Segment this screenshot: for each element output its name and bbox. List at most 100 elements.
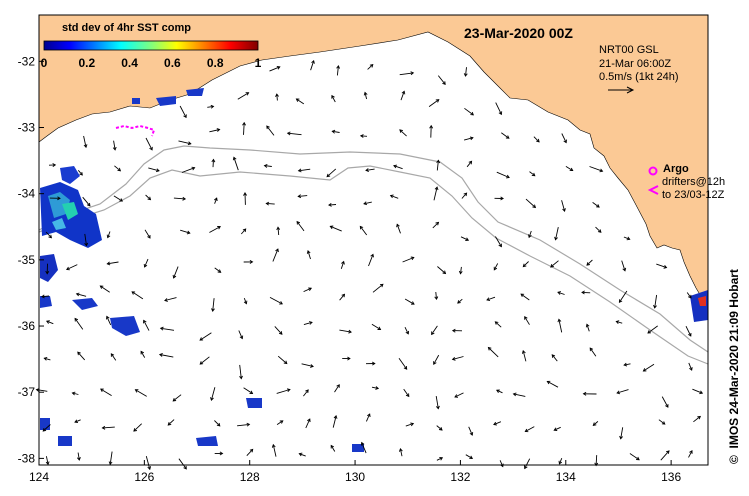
current-arrowhead [496,389,500,393]
current-arrowhead [275,248,279,253]
current-arrow [686,292,692,299]
current-arrowhead [434,296,439,301]
current-arrowhead [210,397,214,401]
current-arrowhead [554,236,558,241]
current-arrow [623,236,630,240]
current-arrow [660,450,670,461]
current-arrowhead [263,163,268,168]
current-arrowhead [106,315,110,320]
current-arrowhead [35,388,40,392]
current-arrowhead [377,326,382,330]
current-arrow [586,324,590,332]
current-arrow [399,448,403,457]
current-arrowhead [341,293,346,298]
current-arrowhead [276,226,281,231]
current-arrow [400,91,405,101]
current-arrow [107,231,111,238]
current-arrow [460,236,469,241]
current-arrow [113,195,123,202]
current-arrow [522,261,529,267]
current-arrowhead [699,390,704,395]
current-arrow [433,354,440,365]
current-arrow [565,166,573,171]
current-arrow [404,298,415,305]
current-arrowhead [147,466,152,471]
current-arrowhead [597,229,602,233]
current-arrowhead [275,93,279,97]
current-arrow [237,423,250,427]
current-arrow [457,298,463,304]
y-tick-label: -38 [18,451,36,465]
current-arrow [160,327,175,331]
current-arrowhead [246,422,251,427]
current-arrow [501,132,510,139]
current-arrow [133,423,143,432]
current-arrowhead [521,349,526,354]
current-arrowhead [524,465,528,470]
current-arrowhead [688,332,692,337]
current-arrowhead [211,158,216,163]
current-arrow [629,453,640,461]
current-arrowhead [661,421,666,425]
current-arrow [495,102,502,115]
current-arrow [107,261,119,265]
current-arrowhead [410,422,415,427]
current-arrowhead [172,397,177,402]
current-arrowhead [487,346,492,351]
current-arrow [460,266,462,274]
current-arrowhead [689,450,693,454]
current-arrowhead [74,317,79,322]
current-arrow [84,233,87,246]
current-arrowhead [106,234,111,239]
current-arrowhead [347,356,351,361]
current-arrowhead [42,427,47,432]
current-arrow [522,350,527,362]
colorbar-tick-label: 0.8 [207,56,224,70]
current-arrow [266,125,275,136]
current-arrow [339,294,345,301]
current-arrow [310,60,315,71]
current-arrow [296,98,305,105]
current-arrowhead [592,422,597,426]
current-arrow [436,457,443,461]
current-arrow [269,66,280,72]
x-tick-label: 124 [29,470,49,484]
current-arrowhead [143,263,148,268]
current-arrow [131,291,144,300]
current-arrow [239,364,242,379]
current-arrowhead [298,452,303,457]
credit-text: © IMOS 24-Mar-2020 21:09 Hobart [727,269,741,464]
current-arrowhead [106,261,111,266]
current-arrow [454,392,464,398]
current-arrowhead [211,308,215,312]
current-arrowhead [532,204,537,209]
current-arrowhead [360,441,365,446]
current-arrowhead [249,260,254,264]
current-arrowhead [117,167,122,172]
current-arrowhead [585,323,590,328]
current-arrow [334,384,340,393]
current-arrowhead [276,65,281,70]
current-arrow [525,426,535,432]
current-arrow [493,421,502,426]
x-tick-label: 136 [661,470,681,484]
argo-legend-markers [647,166,659,195]
current-arrow [82,196,91,207]
current-arrowhead [43,356,48,361]
current-arrowhead [305,389,309,394]
current-arrowhead [435,405,440,410]
current-arrow [287,132,302,136]
current-arrowhead [528,234,532,239]
credit-line: IMOS 24-Mar-2020 21:09 Hobart [727,269,741,449]
current-arrowhead [665,404,669,408]
current-arrowhead [101,425,106,430]
current-arrowhead [155,168,160,173]
current-arrow [524,458,531,469]
current-arrow [266,202,275,205]
current-arrowhead [217,269,222,273]
current-arrowhead [307,418,311,423]
current-arrowhead [45,320,50,324]
current-arrowhead [438,427,443,431]
current-arrow [233,157,239,171]
current-arrow [179,105,187,118]
